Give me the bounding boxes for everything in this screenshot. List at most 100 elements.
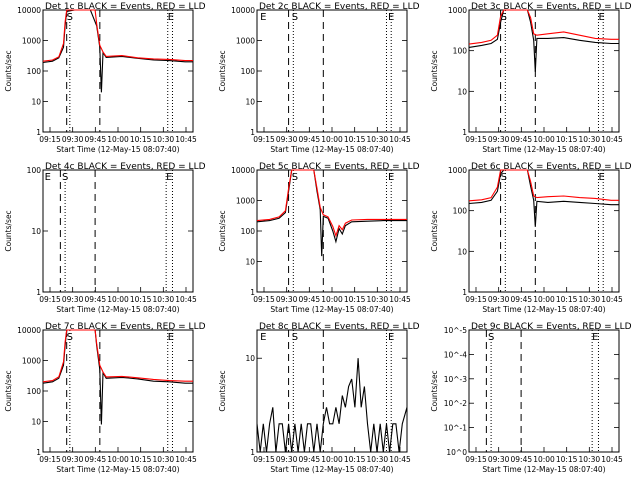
x-axis-label: Start Time (12-May-15 08:07:40) xyxy=(482,305,605,314)
x-tick-label: 09:30 xyxy=(488,455,510,464)
x-tick-label: 10:00 xyxy=(321,455,343,464)
x-tick-label: 10:15 xyxy=(556,135,578,144)
y-axis-label: Counts/sec xyxy=(218,370,227,411)
series-line-lld xyxy=(468,9,619,45)
y-axis-label: Counts/sec xyxy=(430,50,439,91)
x-tick-label: 09:15 xyxy=(465,295,487,304)
x-tick-label: 10:45 xyxy=(601,295,623,304)
x-tick-label: 10:00 xyxy=(321,295,343,304)
y-tick-label: 1000 xyxy=(448,166,467,175)
y-tick-label: 10 xyxy=(457,247,467,256)
x-tick-label: 09:30 xyxy=(488,135,510,144)
series-line-events xyxy=(468,169,619,227)
panel-title: Det 9c BLACK = Events, RED = LLD xyxy=(471,322,632,332)
panel-6: Det 6c BLACK = Events, RED = LLD 1 10 100 10… xyxy=(430,162,632,314)
y-tick-label: 10000 xyxy=(17,6,41,15)
x-tick-label: 09:45 xyxy=(85,135,107,144)
x-tick-label: 09:45 xyxy=(511,295,533,304)
x-tick-label: 09:30 xyxy=(62,295,84,304)
marker-e: E xyxy=(45,172,51,183)
y-tick-label: 10^-5 xyxy=(444,326,468,335)
plot-frame xyxy=(256,9,408,133)
marker-s: S xyxy=(67,332,73,343)
x-tick-label: 10:15 xyxy=(556,455,578,464)
x-tick-label: 10:00 xyxy=(107,135,129,144)
marker-e: E xyxy=(166,172,172,183)
y-axis-label: Counts/sec xyxy=(4,210,13,251)
panel-title: Det 7c BLACK = Events, RED = LLD xyxy=(45,322,206,332)
panel-title: Det 5c BLACK = Events, RED = LLD xyxy=(259,162,420,172)
marker-s: S xyxy=(501,172,507,183)
x-tick-label: 10:30 xyxy=(579,455,601,464)
panel-1: Det 1c BLACK = Events, RED = LLD 1 10 100 10… xyxy=(4,2,206,154)
x-tick-label: 09:15 xyxy=(465,135,487,144)
x-tick-label: 10:00 xyxy=(533,135,555,144)
x-tick-label: 09:15 xyxy=(465,455,487,464)
y-tick-label: 100 xyxy=(453,47,468,56)
y-tick-label: 10^-1 xyxy=(444,424,468,433)
x-tick-label: 09:45 xyxy=(299,135,321,144)
x-tick-label: 10:00 xyxy=(107,295,129,304)
x-axis-label: Start Time (12-May-15 08:07:40) xyxy=(270,465,393,474)
marker-s: S xyxy=(292,172,298,183)
y-tick-label: 1 xyxy=(36,128,41,137)
y-tick-label: 100 xyxy=(27,166,42,175)
x-axis-label: Start Time (12-May-15 08:07:40) xyxy=(56,465,179,474)
x-tick-label: 10:45 xyxy=(175,135,197,144)
y-tick-label: 1 xyxy=(250,288,255,297)
x-tick-label: 10:30 xyxy=(153,455,175,464)
series-line-events xyxy=(42,9,193,93)
marker-e: E xyxy=(388,332,394,343)
marker-e: E xyxy=(260,12,266,23)
x-tick-label: 10:15 xyxy=(130,135,152,144)
marker-s: S xyxy=(292,12,298,23)
x-tick-label: 10:30 xyxy=(367,295,389,304)
y-tick-label: 1 xyxy=(250,448,255,457)
x-tick-label: 10:15 xyxy=(130,455,152,464)
x-axis-label: Start Time (12-May-15 08:07:40) xyxy=(56,305,179,314)
y-tick-label: 1000 xyxy=(236,37,255,46)
y-tick-label: 1 xyxy=(36,288,41,297)
x-axis-label: Start Time (12-May-15 08:07:40) xyxy=(270,305,393,314)
x-tick-label: 09:15 xyxy=(253,295,275,304)
series-line-lld xyxy=(42,9,193,62)
y-tick-label: 1000 xyxy=(448,6,467,15)
y-tick-label: 10 xyxy=(245,354,255,363)
x-axis-label: Start Time (12-May-15 08:07:40) xyxy=(482,145,605,154)
plot-frame xyxy=(256,329,408,453)
x-tick-label: 10:15 xyxy=(344,135,366,144)
panel-5: Det 5c BLACK = Events, RED = LLD 1 10 100 10… xyxy=(218,162,420,314)
y-tick-label: 1 xyxy=(36,448,41,457)
panel-title: Det 8c BLACK = Events, RED = LLD xyxy=(259,322,420,332)
x-tick-label: 10:30 xyxy=(579,295,601,304)
plot-frame xyxy=(468,9,620,133)
series-line-events xyxy=(468,9,619,72)
y-tick-label: 1000 xyxy=(236,197,255,206)
marker-e: E xyxy=(592,332,598,343)
y-tick-label: 10^0 xyxy=(446,448,467,457)
x-tick-label: 10:45 xyxy=(175,455,197,464)
x-tick-label: 10:45 xyxy=(389,455,411,464)
series-line-lld xyxy=(42,329,193,383)
y-tick-label: 1000 xyxy=(22,357,41,366)
x-tick-label: 10:30 xyxy=(153,135,175,144)
x-axis-label: Start Time (12-May-15 08:07:40) xyxy=(56,145,179,154)
x-tick-label: 10:30 xyxy=(367,135,389,144)
y-tick-label: 10^-3 xyxy=(444,375,468,384)
series-line-events xyxy=(256,358,408,453)
marker-e: E xyxy=(388,172,394,183)
panel-4: Det 4c BLACK = Events, RED = LLD 1 10 100 Co… xyxy=(4,162,206,314)
x-tick-label: 10:30 xyxy=(579,135,601,144)
y-tick-label: 1 xyxy=(462,128,467,137)
x-tick-label: 10:30 xyxy=(153,295,175,304)
x-tick-label: 09:30 xyxy=(276,455,298,464)
y-tick-label: 10^-4 xyxy=(444,350,468,359)
x-tick-label: 09:45 xyxy=(299,295,321,304)
y-tick-label: 10000 xyxy=(17,326,41,335)
x-tick-label: 09:30 xyxy=(62,135,84,144)
y-tick-label: 1 xyxy=(250,128,255,137)
x-axis-label: Start Time (12-May-15 08:07:40) xyxy=(270,145,393,154)
x-tick-label: 09:15 xyxy=(39,295,61,304)
x-tick-label: 09:30 xyxy=(488,295,510,304)
